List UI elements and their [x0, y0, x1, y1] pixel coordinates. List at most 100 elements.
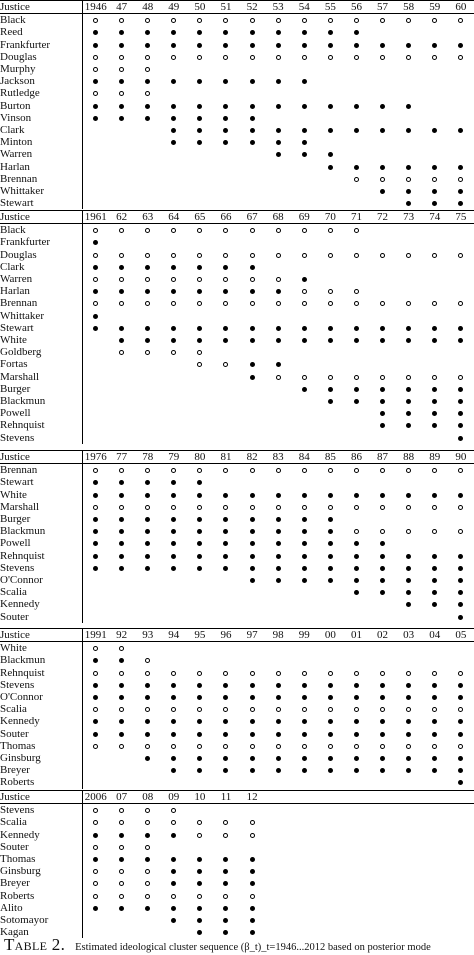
cluster-cell — [265, 679, 291, 691]
empty-cell — [370, 346, 396, 358]
cluster-cell — [448, 752, 474, 764]
empty-cell — [396, 358, 422, 370]
empty-cell — [239, 383, 265, 395]
open-circle-icon — [275, 707, 281, 713]
cluster-cell — [239, 39, 265, 51]
empty-cell — [161, 654, 187, 666]
cluster-cell — [396, 185, 422, 197]
cluster-cell — [213, 297, 239, 309]
open-circle-icon — [275, 743, 281, 749]
cluster-cell — [448, 173, 474, 185]
filled-circle-icon — [458, 694, 464, 700]
filled-circle-icon — [223, 115, 229, 121]
cluster-cell — [239, 124, 265, 136]
cluster-cell — [187, 346, 213, 358]
filled-circle-icon — [380, 694, 386, 700]
cluster-cell — [213, 829, 239, 841]
justice-name: Whittaker — [0, 309, 83, 322]
justice-name: Black — [0, 223, 83, 237]
filled-circle-icon — [93, 682, 99, 688]
cluster-cell — [213, 525, 239, 537]
cluster-cell — [135, 273, 161, 285]
cluster-cell — [265, 489, 291, 501]
cluster-cell — [135, 550, 161, 562]
cluster-cell — [187, 285, 213, 297]
year-header: 07 — [108, 789, 135, 805]
justice-year-table: Justice 1991 92 93 94 95 96 97 98 99 00 01 02 03 04 05 W… — [0, 627, 474, 789]
empty-cell — [187, 598, 213, 610]
cluster-cell — [317, 550, 343, 562]
cluster-cell — [265, 285, 291, 297]
cluster-cell — [343, 728, 369, 740]
empty-cell — [265, 112, 291, 124]
year-header: 54 — [291, 0, 318, 15]
justice-name: Kennedy — [0, 715, 83, 728]
justice-row: Stevens — [0, 561, 474, 575]
cluster-cell — [343, 124, 369, 136]
filled-circle-icon — [301, 682, 307, 688]
filled-circle-icon — [223, 289, 229, 295]
filled-circle-icon — [458, 602, 464, 608]
empty-cell — [343, 611, 369, 623]
cluster-cell — [109, 841, 135, 853]
filled-circle-icon — [93, 541, 99, 547]
justice-row: Clark — [0, 124, 474, 137]
cluster-cell — [239, 501, 265, 513]
empty-cell — [343, 776, 369, 788]
filled-circle-icon — [249, 264, 255, 270]
cluster-cell — [291, 740, 317, 752]
cluster-cell — [161, 273, 187, 285]
cluster-cell — [370, 574, 396, 586]
filled-circle-icon — [119, 856, 125, 862]
filled-circle-icon — [458, 682, 464, 688]
cluster-cell — [396, 100, 422, 112]
filled-circle-icon — [145, 30, 151, 36]
filled-circle-icon — [223, 553, 229, 559]
cluster-cell — [135, 890, 161, 902]
cluster-cell — [135, 489, 161, 501]
cluster-cell — [291, 26, 317, 38]
empty-cell — [343, 136, 369, 148]
cluster-cell — [448, 728, 474, 740]
cluster-cell — [161, 537, 187, 549]
justice-name: Douglas — [0, 248, 83, 261]
empty-cell — [187, 611, 213, 623]
cluster-cell — [187, 100, 213, 112]
cluster-cell — [448, 562, 474, 574]
filled-circle-icon — [197, 881, 203, 887]
filled-circle-icon — [327, 731, 333, 737]
filled-circle-icon — [353, 768, 359, 774]
justice-row: Ginsburg — [0, 865, 474, 878]
cluster-cell — [135, 902, 161, 914]
open-circle-icon — [93, 468, 99, 474]
filled-circle-icon — [197, 42, 203, 48]
cluster-cell — [135, 297, 161, 309]
justice-name: Vinson — [0, 111, 83, 125]
empty-cell — [161, 642, 187, 655]
empty-cell — [135, 148, 161, 160]
open-circle-icon — [197, 893, 203, 899]
cluster-cell — [396, 161, 422, 173]
filled-circle-icon — [223, 128, 229, 133]
open-circle-icon — [197, 252, 203, 258]
filled-circle-icon — [197, 930, 203, 936]
year-header: 90 — [447, 449, 474, 465]
empty-cell — [422, 865, 448, 877]
cluster-cell — [135, 562, 161, 574]
justice-row: Burger — [0, 382, 474, 396]
empty-cell — [422, 902, 448, 914]
justice-column-header: Justice — [0, 449, 83, 465]
year-header: 51 — [212, 0, 240, 15]
cluster-cell — [213, 853, 239, 865]
empty-cell — [396, 829, 422, 841]
empty-cell — [422, 611, 448, 623]
cluster-cell — [396, 691, 422, 703]
open-circle-icon — [458, 252, 464, 258]
filled-circle-icon — [353, 338, 359, 343]
open-circle-icon — [275, 301, 281, 307]
justice-name: Thomas — [0, 853, 83, 866]
open-circle-icon — [171, 301, 177, 307]
open-circle-icon — [353, 228, 359, 234]
cluster-cell — [448, 715, 474, 727]
filled-circle-icon — [171, 881, 177, 887]
